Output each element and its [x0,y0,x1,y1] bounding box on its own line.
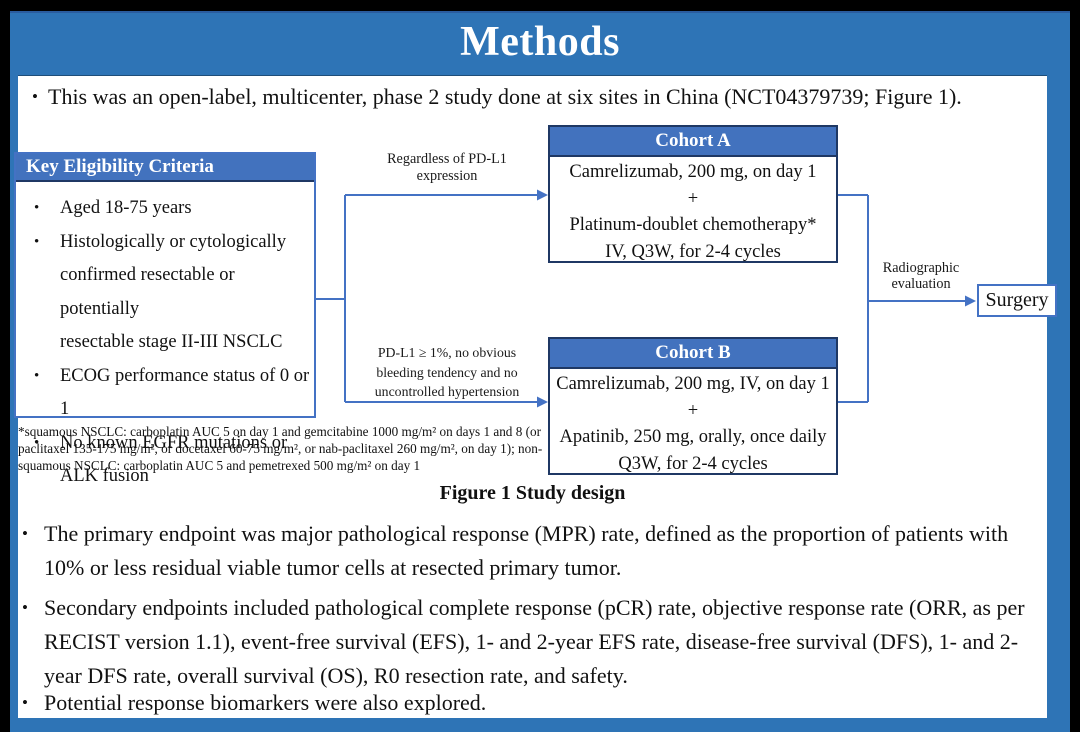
cohort-b-box: Cohort B Camrelizumab, 200 mg, IV, on da… [548,337,838,475]
bullet-marker: • [34,200,40,216]
list-item: • Aged 18-75 years [34,192,310,226]
chemotherapy-footnote: *squamous NSCLC: carboplatin AUC 5 on da… [18,424,543,473]
intro-bullet: • This was an open-label, multicenter, p… [32,80,1044,114]
cohort-b-header: Cohort B [550,339,836,369]
bullet-marker: • [22,524,28,543]
eligibility-box-header: Key Eligibility Criteria [16,154,314,182]
secondary-endpoints-bullet: • Secondary endpoints included pathologi… [22,591,1042,693]
figure-caption: Figure 1 Study design [439,482,626,504]
cohort-a-line: IV, Q3W, for 2-4 cycles [605,241,781,262]
primary-endpoint-bullet: • The primary endpoint was major patholo… [22,517,1040,585]
bullet-marker: • [32,87,38,106]
cohort-a-box: Cohort A Camrelizumab, 200 mg, on day 1 … [548,125,838,263]
cohort-a-header: Cohort A [550,127,836,157]
eligibility-criteria-box: Key Eligibility Criteria • Aged 18-75 ye… [14,152,316,486]
plus-sign: + [687,188,699,209]
cohort-b-body: Camrelizumab, 200 mg, IV, on day 1 + Apa… [550,369,836,477]
branch-label-pdl1-any: Regardless of PD-L1 expression [387,151,507,184]
radiographic-evaluation-label: Radiographic evaluation [882,260,960,292]
list-item: • ECOG performance status of 0 or 1 [34,360,310,427]
branch-label-pdl1-positive: PD-L1 ≥ 1%, no obvious bleeding tendency… [374,345,520,399]
cohort-a-line: Platinum-doublet chemotherapy* [569,215,817,235]
plus-sign: + [687,400,699,421]
list-item: • Histologically or cytologically confir… [34,226,310,360]
list-item: • No known EGFR mutations or ALK fusion [34,427,310,494]
cohort-a-body: Camrelizumab, 200 mg, on day 1 + Platinu… [550,157,836,265]
intro-bullet-text: This was an open-label, multicenter, pha… [48,84,962,109]
bullet-marker: • [22,598,28,617]
cohort-a-line: Camrelizumab, 200 mg, on day 1 [569,162,817,182]
surgery-box: Surgery [977,284,1057,317]
cohort-b-line: Q3W, for 2-4 cycles [618,453,768,474]
eligibility-list: • Aged 18-75 years • Histologically or c… [16,182,314,494]
biomarkers-bullet: • Potential response biomarkers were als… [22,686,1040,720]
bullet-marker: • [34,233,40,250]
bullet-marker: • [34,367,40,384]
cohort-b-line: Camrelizumab, 200 mg, IV, on day 1 [556,374,830,394]
bullet-marker: • [34,434,40,451]
page-title: Methods [460,19,620,65]
bullet-marker: • [22,693,28,712]
cohort-b-line: Apatinib, 250 mg, orally, once daily [559,427,827,447]
